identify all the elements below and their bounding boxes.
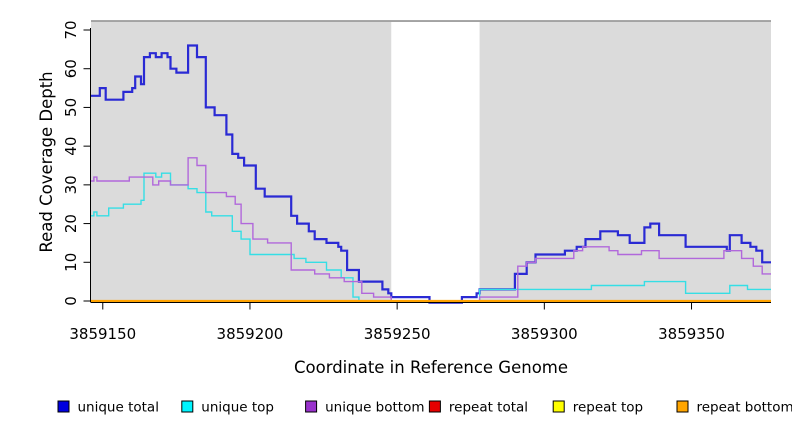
legend-label-repeat-top: repeat top	[573, 400, 643, 416]
legend-swatch-unique-bottom	[305, 400, 318, 413]
x-tick-label: 3859300	[511, 325, 578, 343]
series-unique-top	[91, 172, 771, 302]
y-tick-label: 60	[62, 59, 80, 78]
masked-region-band	[391, 22, 480, 302]
y-axis-title: Read Coverage Depth	[37, 71, 56, 252]
x-axis-title: Coordinate in Reference Genome	[294, 358, 568, 377]
legend-label-unique-top: unique top	[201, 400, 274, 416]
legend-swatch-unique-total	[57, 400, 70, 413]
x-tick-label: 3859250	[364, 325, 431, 343]
legend-label-unique-bottom: unique bottom	[325, 400, 424, 416]
x-tick-label: 3859150	[69, 325, 136, 343]
y-tick-label: 0	[62, 296, 80, 306]
y-tick-label: 40	[62, 137, 80, 156]
legend-swatch-repeat-top	[552, 400, 565, 413]
legend-swatch-repeat-total	[428, 400, 441, 413]
y-tick-label: 70	[62, 20, 80, 39]
series-unique-total	[91, 44, 771, 304]
legend-swatch-unique-top	[181, 400, 194, 413]
y-tick-label: 10	[62, 253, 80, 272]
legend-label-unique-total: unique total	[78, 400, 159, 416]
legend-label-repeat-total: repeat total	[449, 400, 528, 416]
y-tick-label: 20	[62, 214, 80, 233]
x-tick-label: 3859350	[658, 325, 725, 343]
y-tick-label: 30	[62, 175, 80, 194]
legend-swatch-repeat-bottom	[676, 400, 689, 413]
series-unique-bottom	[91, 157, 771, 302]
legend-label-repeat-bottom: repeat bottom	[697, 400, 792, 416]
plot-dynamic-layer: 0 10 20 30 40 50 60 70 3859150 3859200 3859250 3859…	[57, 20, 792, 416]
x-tick-label: 3859200	[217, 325, 284, 343]
y-tick-label: 50	[62, 98, 80, 117]
